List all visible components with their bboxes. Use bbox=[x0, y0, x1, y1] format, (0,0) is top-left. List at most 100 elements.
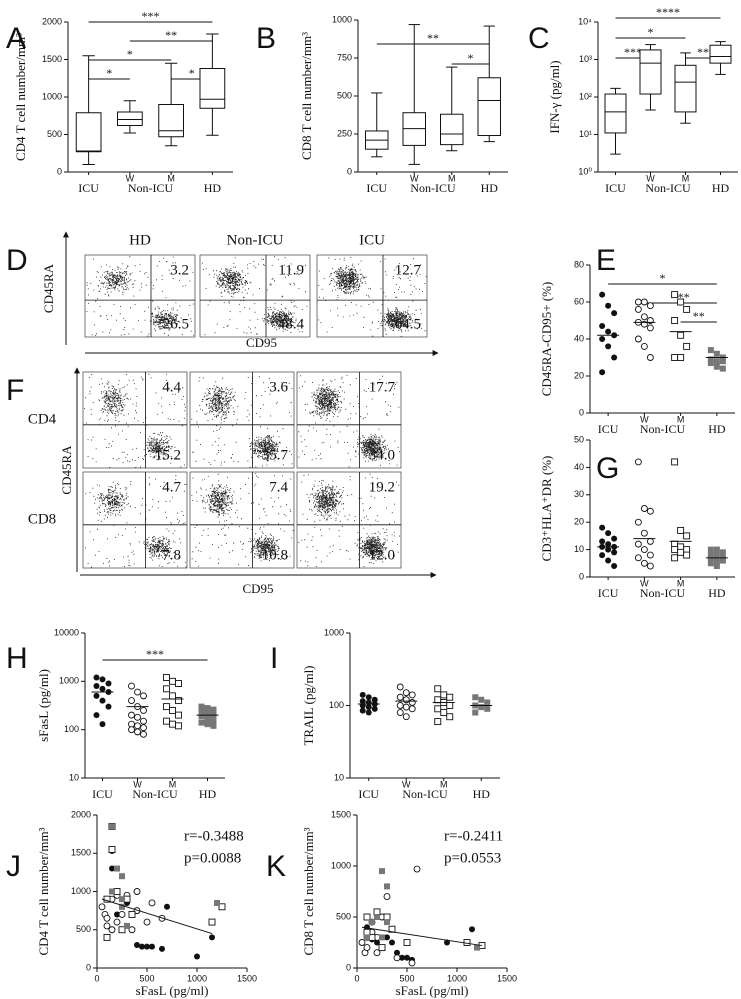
point bbox=[434, 685, 442, 693]
point bbox=[118, 911, 126, 918]
significance-label: *** bbox=[624, 45, 642, 59]
x-tick-label: ICU bbox=[92, 787, 113, 801]
point bbox=[128, 682, 135, 690]
y-axis-label: CD45RA bbox=[41, 263, 56, 313]
point bbox=[646, 507, 654, 515]
point bbox=[634, 335, 642, 343]
x-axis-label: CD95 bbox=[246, 335, 277, 350]
box bbox=[709, 44, 732, 64]
y-axis-label: CD4 T cell number/mm³ bbox=[13, 33, 28, 161]
y-tick-label: 1000 bbox=[324, 627, 344, 637]
point bbox=[134, 942, 140, 949]
y-tick-label: 40 bbox=[574, 462, 584, 472]
y-tick-label: 10¹ bbox=[579, 129, 592, 139]
point bbox=[359, 698, 366, 705]
x-tick-label: 1500 bbox=[237, 973, 257, 983]
point bbox=[677, 298, 685, 306]
flow-frame bbox=[296, 371, 402, 469]
y-axis-label: CD4 T cell number/mm³ bbox=[36, 827, 51, 955]
group-label: Non-ICU bbox=[132, 787, 178, 801]
point bbox=[634, 298, 642, 306]
x-axis-label: CD95 bbox=[242, 581, 273, 596]
point bbox=[128, 726, 135, 734]
point bbox=[169, 677, 176, 685]
flow-frame bbox=[84, 254, 196, 338]
point bbox=[198, 719, 205, 726]
point bbox=[371, 705, 378, 712]
point bbox=[384, 919, 390, 926]
point bbox=[640, 546, 648, 554]
point bbox=[599, 538, 606, 545]
point bbox=[149, 943, 155, 950]
point bbox=[109, 888, 115, 895]
point bbox=[134, 713, 141, 721]
x-tick-label: ICU bbox=[605, 181, 626, 195]
flow-dots bbox=[84, 373, 186, 468]
point bbox=[140, 724, 147, 732]
point bbox=[634, 540, 642, 548]
point bbox=[140, 717, 147, 725]
point bbox=[671, 546, 679, 554]
y-tick-label: 80 bbox=[574, 259, 584, 269]
y-tick-label: 10³ bbox=[579, 54, 592, 64]
y-tick-label: 10² bbox=[579, 91, 592, 101]
point bbox=[713, 557, 720, 564]
point bbox=[198, 703, 205, 710]
point bbox=[98, 903, 106, 911]
point bbox=[605, 546, 612, 553]
point bbox=[677, 354, 685, 361]
point bbox=[719, 358, 726, 365]
x-tick-label: W bbox=[646, 173, 655, 183]
point bbox=[408, 705, 416, 713]
box bbox=[117, 111, 143, 126]
x-tick-label: 500 bbox=[399, 973, 414, 983]
box bbox=[477, 77, 501, 137]
point bbox=[204, 705, 211, 712]
point bbox=[434, 696, 442, 704]
point bbox=[404, 954, 410, 961]
point bbox=[671, 554, 679, 562]
panel-letter: F bbox=[6, 374, 24, 407]
point bbox=[611, 549, 618, 556]
point bbox=[640, 529, 648, 537]
point bbox=[364, 934, 370, 941]
point bbox=[440, 709, 448, 716]
point bbox=[128, 697, 135, 705]
point bbox=[369, 919, 375, 926]
y-tick-label: 1000 bbox=[42, 91, 62, 101]
group-label: Non-ICU bbox=[645, 181, 691, 195]
point bbox=[599, 369, 606, 376]
point bbox=[683, 532, 691, 540]
point bbox=[677, 548, 685, 556]
y-tick-label: 20 bbox=[574, 370, 584, 380]
significance-label: * bbox=[468, 51, 474, 65]
point bbox=[378, 944, 386, 952]
y-tick-label: 20 bbox=[574, 517, 584, 527]
point bbox=[719, 557, 726, 564]
point bbox=[599, 323, 606, 330]
y-tick-label: 1500 bbox=[331, 809, 351, 819]
point bbox=[605, 302, 612, 309]
quadrant-value: 3.6 bbox=[269, 379, 288, 395]
point bbox=[365, 709, 372, 716]
quadrant-value: 12.7 bbox=[395, 262, 422, 278]
point bbox=[446, 713, 454, 721]
y-tick-label: 1000 bbox=[331, 860, 351, 870]
panel-letter: D bbox=[6, 244, 28, 277]
point bbox=[640, 298, 648, 306]
point bbox=[119, 896, 125, 903]
x-tick-label: 500 bbox=[139, 973, 154, 983]
significance-label: ** bbox=[165, 28, 177, 42]
y-tick-label: 750 bbox=[337, 52, 352, 62]
panel-letter: E bbox=[596, 244, 616, 277]
point bbox=[374, 939, 380, 946]
point bbox=[169, 720, 176, 728]
point bbox=[134, 688, 141, 696]
point bbox=[646, 354, 654, 361]
x-tick-label: W bbox=[640, 578, 649, 588]
point bbox=[208, 918, 216, 926]
point bbox=[605, 541, 612, 548]
point bbox=[671, 354, 679, 361]
point bbox=[713, 563, 720, 570]
